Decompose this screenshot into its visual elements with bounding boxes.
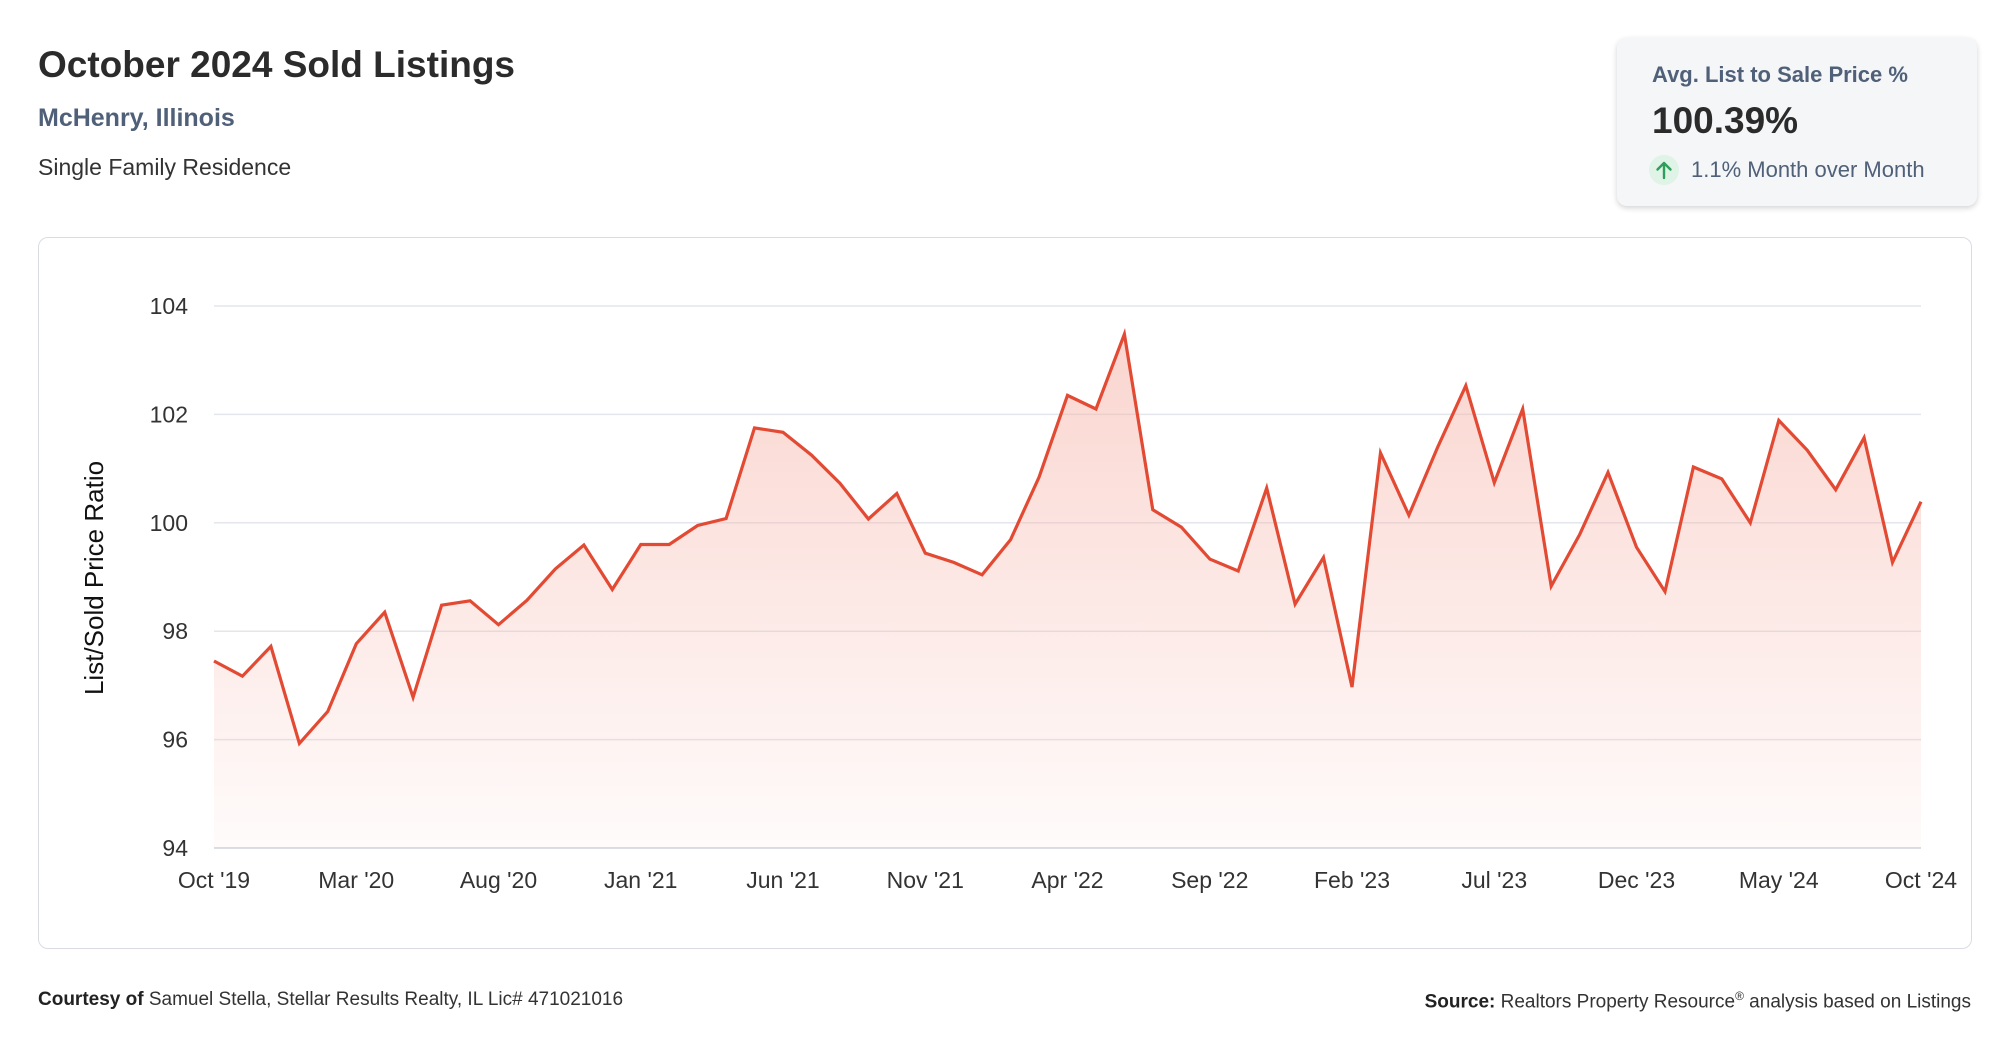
- x-tick-label: Jun '21: [746, 867, 819, 893]
- page-title: October 2024 Sold Listings: [38, 44, 516, 85]
- kpi-card: Avg. List to Sale Price % 100.39% 1.1% M…: [1617, 38, 1977, 206]
- y-axis-title: List/Sold Price Ratio: [79, 461, 109, 695]
- kpi-change-text: 1.1% Month over Month: [1691, 157, 1925, 182]
- kpi-label: Avg. List to Sale Price %: [1652, 62, 1908, 87]
- x-tick-label: Oct '19: [178, 867, 250, 893]
- x-tick-label: Oct '24: [1885, 867, 1957, 893]
- y-tick-label: 98: [162, 618, 188, 644]
- y-tick-label: 100: [150, 510, 188, 536]
- courtesy-label: Courtesy of: [38, 989, 144, 1010]
- series-line: [213, 328, 1923, 747]
- x-tick-label: Nov '21: [887, 867, 964, 893]
- x-tick-label: Sep '22: [1171, 867, 1248, 893]
- chart-panel: 94 96 98 100 102 104 Oct '19 Mar '20 Aug '20 Jan…: [38, 237, 1972, 949]
- y-tick-label: 102: [150, 401, 188, 427]
- x-tick-label: Feb '23: [1314, 867, 1390, 893]
- courtesy-text: Samuel Stella, Stellar Results Realty, I…: [148, 989, 624, 1010]
- x-tick-label: Jul '23: [1461, 867, 1527, 893]
- kpi-change-row: 1.1% Month over Month: [1649, 154, 1925, 186]
- source-footer: Source: Realtors Property Resource® anal…: [1425, 989, 1971, 1013]
- source-text-tail: analysis based on Listings: [1743, 991, 1971, 1013]
- x-tick-label: Mar '20: [318, 867, 394, 893]
- registered-mark: ®: [1735, 989, 1744, 1003]
- kpi-value: 100.39%: [1652, 100, 1799, 141]
- courtesy-footer: Courtesy of Samuel Stella, Stellar Resul…: [38, 989, 623, 1011]
- series-area: [214, 334, 1921, 848]
- y-tick-label: 96: [162, 727, 188, 753]
- y-tick-label: 104: [150, 293, 189, 319]
- y-tick-label: 94: [162, 835, 188, 861]
- property-type-label: Single Family Residence: [38, 154, 292, 180]
- x-tick-label: Jan '21: [604, 867, 677, 893]
- source-text: Realtors Property Resource: [1500, 991, 1736, 1013]
- source-label: Source:: [1424, 991, 1496, 1013]
- arrow-up-icon: [1649, 155, 1679, 185]
- x-tick-label: Aug '20: [460, 867, 537, 893]
- x-tick-label: Apr '22: [1031, 867, 1103, 893]
- location-subtitle: McHenry, Illinois: [38, 104, 235, 132]
- x-tick-label: May '24: [1739, 867, 1819, 893]
- line-chart: 94 96 98 100 102 104 Oct '19 Mar '20 Aug '20 Jan…: [79, 293, 1957, 893]
- x-tick-label: Dec '23: [1598, 867, 1675, 893]
